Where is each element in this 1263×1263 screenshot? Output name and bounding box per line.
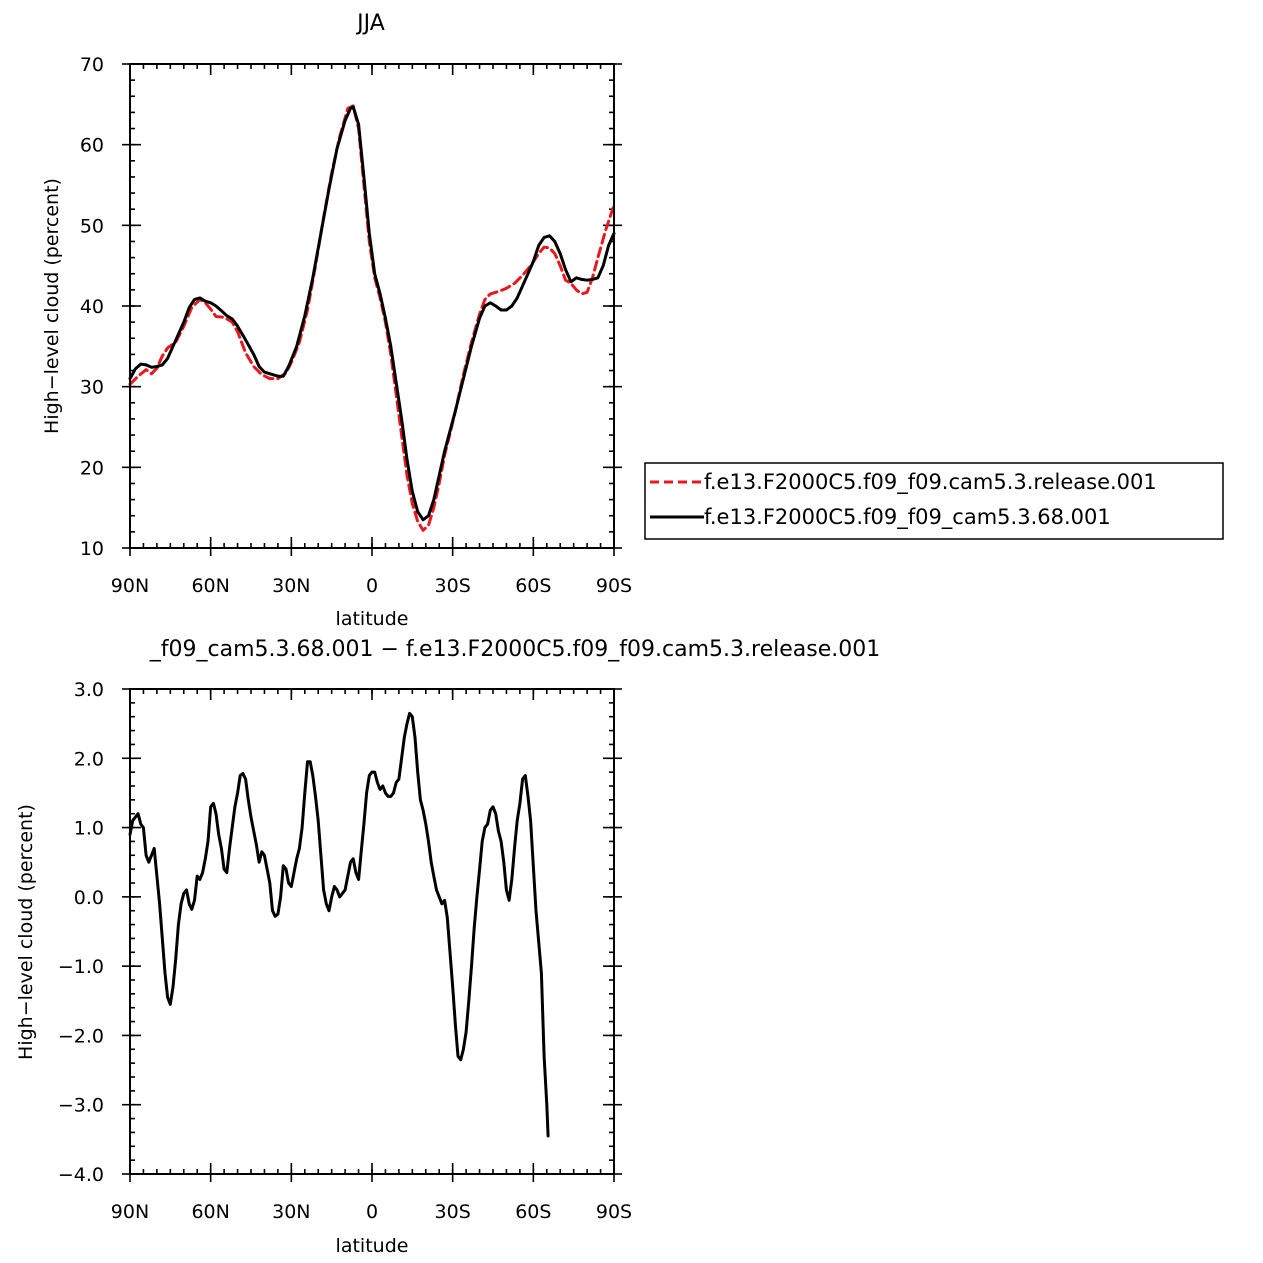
- y-tick-label: 40: [80, 296, 104, 318]
- top-panel-ticks: [122, 63, 622, 556]
- y-tick-label: −2.0: [58, 1025, 104, 1047]
- top-panel-title: JJA: [355, 11, 385, 36]
- bottom-panel-y-axis-label: High−level cloud (percent): [15, 804, 37, 1060]
- top-panel-series: [128, 104, 616, 532]
- top-panel-x-tick-labels: 90N 60N 30N 0 30S 60S 90S: [111, 575, 632, 597]
- x-tick-label: 0: [366, 575, 378, 597]
- top-panel: JJA 90N 60N 30N 0 30S 60S 90S 10 20 30 40 50 60 70 l…: [41, 11, 632, 630]
- y-tick-label: 0.0: [74, 887, 104, 909]
- x-tick-label: 90N: [111, 1201, 149, 1223]
- y-tick-label: 20: [80, 457, 104, 479]
- bottom-panel-x-tick-labels: 90N 60N 30N 0 30S 60S 90S: [111, 1201, 632, 1223]
- top-panel-y-tick-labels: 10 20 30 40 50 60 70: [80, 54, 104, 560]
- bottom-panel: _f09_cam5.3.68.001 − f.e13.F2000C5.f09_f…: [15, 637, 880, 1257]
- y-tick-label: −1.0: [58, 956, 104, 978]
- y-tick-label: 70: [80, 54, 104, 76]
- x-tick-label: 30S: [435, 1201, 471, 1223]
- y-tick-label: 1.0: [74, 818, 104, 840]
- y-tick-label: −3.0: [58, 1095, 104, 1117]
- bottom-panel-x-axis-label: latitude: [336, 1235, 409, 1257]
- y-tick-label: 50: [80, 215, 104, 237]
- legend-label-68: f.e13.F2000C5.f09_f09_cam5.3.68.001: [704, 505, 1111, 530]
- bottom-panel-frame: [129, 688, 615, 1175]
- x-tick-label: 60N: [191, 1201, 229, 1223]
- series-line-2: [128, 105, 616, 522]
- series-line-1: [128, 104, 616, 532]
- x-tick-label: 60S: [515, 1201, 551, 1223]
- x-tick-label: 90S: [596, 1201, 632, 1223]
- y-tick-label: 30: [80, 377, 104, 399]
- top-panel-frame: [129, 63, 615, 549]
- top-panel-y-axis-label: High−level cloud (percent): [41, 178, 63, 434]
- x-tick-label: 60S: [515, 575, 551, 597]
- y-tick-label: 60: [80, 135, 104, 157]
- x-tick-label: 90N: [111, 575, 149, 597]
- y-tick-label: 10: [80, 538, 104, 560]
- legend: f.e13.F2000C5.f09_f09.cam5.3.release.001…: [644, 462, 1224, 540]
- y-tick-label: 3.0: [74, 679, 104, 701]
- x-tick-label: 30N: [272, 575, 310, 597]
- x-tick-label: 60N: [191, 575, 229, 597]
- x-tick-label: 90S: [596, 575, 632, 597]
- top-panel-x-axis-label: latitude: [336, 608, 409, 630]
- x-tick-label: 0: [366, 1201, 378, 1223]
- series-line-1: [128, 711, 550, 1138]
- bottom-panel-title: _f09_cam5.3.68.001 − f.e13.F2000C5.f09_f…: [149, 637, 880, 662]
- x-tick-label: 30S: [435, 575, 471, 597]
- y-tick-label: 2.0: [74, 748, 104, 770]
- bottom-panel-series: [128, 711, 550, 1138]
- x-tick-label: 30N: [272, 1201, 310, 1223]
- y-tick-label: −4.0: [58, 1164, 104, 1186]
- legend-label-release: f.e13.F2000C5.f09_f09.cam5.3.release.001: [704, 470, 1157, 495]
- bottom-panel-y-tick-labels: −4.0 −3.0 −2.0 −1.0 0.0 1.0 2.0 3.0: [58, 679, 104, 1186]
- legend-box: [644, 462, 1224, 540]
